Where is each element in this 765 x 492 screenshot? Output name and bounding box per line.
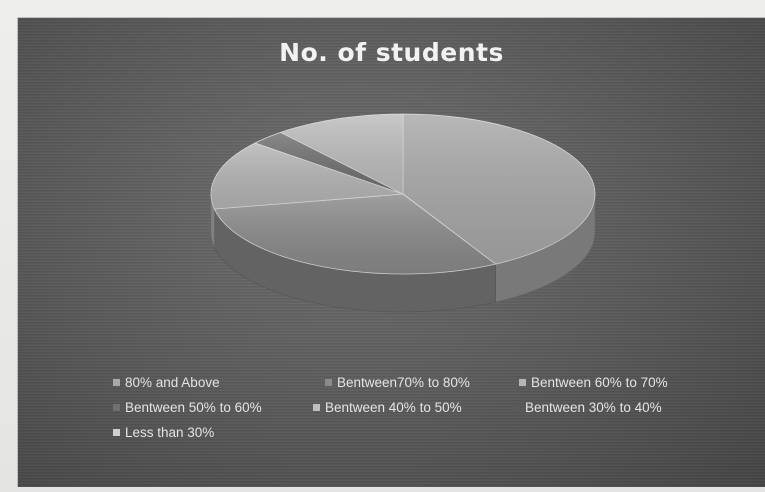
chart-area: No. of students 80% and Above Bentween70… — [17, 17, 765, 487]
chart-title: No. of students — [279, 38, 504, 67]
pie-slice-highlight — [211, 143, 403, 209]
legend-swatch — [113, 403, 120, 411]
pie-slice-highlight — [403, 114, 595, 265]
legend-label: Bentween70% to 80% — [337, 375, 470, 390]
legend-item-50-to-60: Bentween 50% to 60% — [113, 400, 262, 415]
legend-label: Bentween 50% to 60% — [125, 400, 262, 415]
pie-chart — [210, 113, 596, 313]
chart-legend: 80% and Above Bentween70% to 80% Bentwee… — [113, 375, 753, 450]
legend-swatch — [325, 378, 332, 386]
legend-swatch — [513, 403, 520, 411]
legend-label: Less than 30% — [125, 425, 215, 440]
pie-slice-highlight — [255, 132, 403, 194]
legend-swatch — [113, 428, 120, 436]
legend-item-70-to-80: Bentween70% to 80% — [325, 375, 470, 390]
legend-item-40-to-50: Bentween 40% to 50% — [313, 400, 462, 415]
legend-item-80-and-above: 80% and Above — [113, 375, 220, 390]
legend-label: Bentween 40% to 50% — [325, 400, 462, 415]
legend-label: 80% and Above — [125, 375, 220, 390]
legend-label: Bentween 30% to 40% — [525, 400, 662, 415]
legend-swatch — [113, 378, 120, 386]
pie-slice-highlight — [280, 114, 403, 194]
legend-item-less-than-30: Less than 30% — [113, 425, 214, 440]
legend-item-60-to-70: Bentween 60% to 70% — [519, 375, 668, 390]
legend-label: Bentween 60% to 70% — [531, 375, 668, 390]
legend-item-30-to-40: Bentween 30% to 40% — [513, 400, 662, 415]
pie-slice-highlight — [214, 194, 496, 275]
legend-swatch — [519, 378, 526, 386]
legend-swatch — [313, 403, 320, 411]
